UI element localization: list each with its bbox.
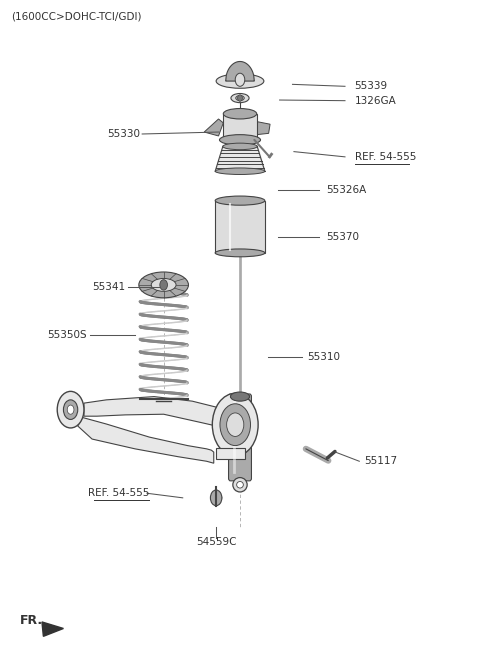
Ellipse shape — [215, 249, 265, 256]
Polygon shape — [257, 121, 270, 134]
Circle shape — [238, 95, 242, 101]
Text: 55117: 55117 — [364, 457, 397, 466]
Text: 55326A: 55326A — [326, 184, 366, 195]
Circle shape — [210, 490, 222, 506]
Text: 54559C: 54559C — [196, 537, 236, 547]
Circle shape — [220, 404, 251, 445]
Ellipse shape — [233, 478, 247, 492]
FancyBboxPatch shape — [239, 256, 241, 396]
Ellipse shape — [215, 196, 265, 205]
Ellipse shape — [216, 74, 264, 89]
Circle shape — [63, 400, 78, 419]
Circle shape — [57, 392, 84, 428]
Circle shape — [67, 405, 74, 414]
Circle shape — [160, 279, 168, 290]
Ellipse shape — [230, 392, 250, 401]
Ellipse shape — [219, 134, 261, 145]
Circle shape — [212, 394, 258, 456]
Text: (1600CC>DOHC-TCI/GDI): (1600CC>DOHC-TCI/GDI) — [11, 11, 142, 21]
Text: 1326GA: 1326GA — [355, 96, 396, 106]
Polygon shape — [42, 622, 63, 636]
Ellipse shape — [210, 495, 222, 501]
Text: 55370: 55370 — [326, 232, 359, 241]
Text: FR.: FR. — [20, 614, 43, 627]
Ellipse shape — [231, 94, 249, 102]
Ellipse shape — [215, 168, 265, 174]
Text: REF. 54-555: REF. 54-555 — [88, 488, 149, 499]
Ellipse shape — [236, 96, 244, 100]
Text: 55339: 55339 — [355, 81, 388, 91]
Text: 55350S: 55350S — [48, 329, 87, 340]
Ellipse shape — [151, 278, 176, 291]
FancyBboxPatch shape — [223, 113, 257, 140]
Ellipse shape — [237, 482, 243, 488]
Text: 55341: 55341 — [92, 282, 125, 292]
Text: REF. 54-555: REF. 54-555 — [355, 152, 416, 162]
Polygon shape — [226, 62, 254, 81]
Text: 55330: 55330 — [107, 129, 140, 139]
Polygon shape — [204, 119, 223, 136]
Circle shape — [227, 413, 244, 436]
Ellipse shape — [223, 143, 257, 150]
FancyBboxPatch shape — [228, 394, 252, 481]
Polygon shape — [215, 201, 265, 253]
Text: 55310: 55310 — [307, 352, 340, 362]
Circle shape — [235, 73, 245, 87]
Polygon shape — [78, 417, 214, 463]
Polygon shape — [216, 448, 245, 459]
Polygon shape — [84, 397, 235, 434]
Ellipse shape — [139, 272, 189, 298]
Ellipse shape — [223, 108, 257, 119]
